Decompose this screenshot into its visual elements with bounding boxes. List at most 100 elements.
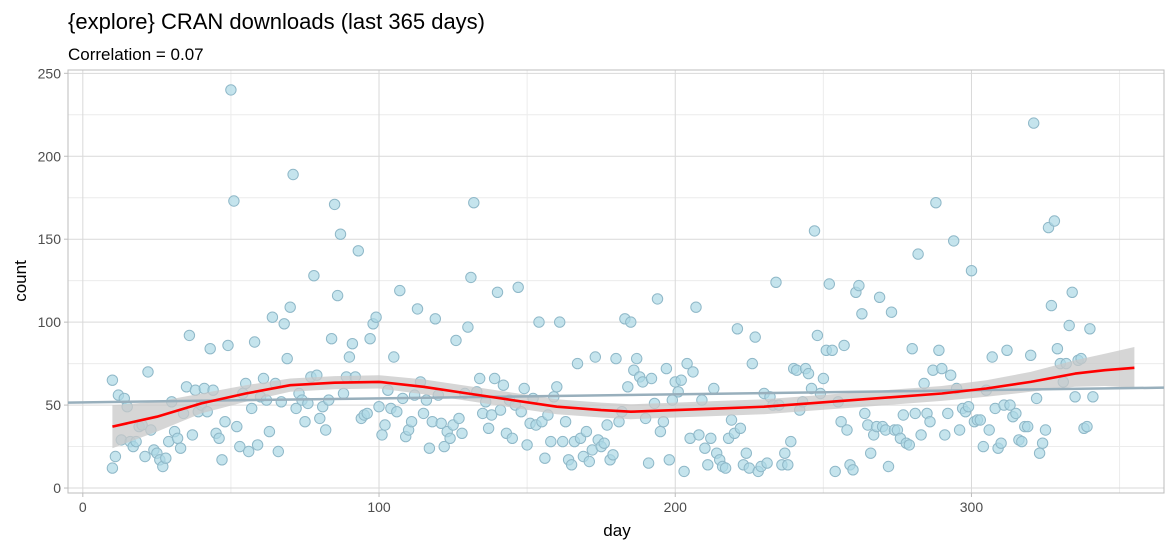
data-point (284, 301, 296, 313)
data-point (174, 442, 187, 454)
data-point (497, 379, 510, 391)
data-point (882, 460, 895, 473)
data-point (873, 291, 886, 303)
data-point (580, 425, 593, 438)
data-point (859, 407, 871, 420)
data-point (435, 417, 447, 429)
data-point (222, 339, 234, 352)
data-point (1087, 391, 1099, 403)
data-point (651, 293, 664, 305)
data-point (364, 333, 376, 345)
data-point (394, 284, 406, 297)
data-point (1036, 437, 1049, 449)
data-point (521, 439, 533, 451)
data-point (275, 396, 287, 408)
data-point (450, 334, 462, 347)
data-point (334, 228, 347, 240)
data-point (909, 407, 921, 420)
data-point (551, 381, 563, 393)
data-point (995, 437, 1007, 449)
data-point (817, 372, 830, 385)
data-point (625, 316, 637, 328)
data-point (642, 457, 655, 469)
data-point (228, 195, 240, 207)
data-point (494, 404, 507, 416)
data-point (246, 402, 258, 415)
data-point (1001, 344, 1013, 356)
data-point (829, 465, 841, 478)
data-point (388, 351, 400, 363)
data-point (746, 357, 758, 370)
data-point (708, 382, 720, 395)
data-point (263, 425, 276, 438)
data-point (219, 416, 231, 428)
data-point (468, 197, 480, 209)
data-point (314, 412, 326, 425)
data-point (1010, 407, 1022, 420)
data-point (933, 344, 945, 356)
chart-subtitle: Correlation = 0.07 (68, 45, 204, 64)
data-point (405, 416, 418, 428)
data-point (308, 270, 320, 282)
data-point (912, 248, 924, 260)
data-point (945, 369, 957, 381)
data-point (204, 343, 216, 355)
data-point (953, 424, 966, 436)
data-point (1063, 319, 1075, 332)
data-point (761, 457, 773, 469)
data-point (1045, 299, 1058, 312)
data-point (139, 450, 151, 463)
confidence-band (112, 347, 1135, 449)
data-point (719, 462, 732, 474)
y-tick-label: 150 (38, 231, 62, 247)
data-point (373, 401, 385, 413)
data-point (243, 445, 255, 458)
data-point (328, 198, 341, 211)
data-point (438, 440, 450, 453)
y-tick-label: 100 (38, 314, 62, 330)
data-point (897, 409, 909, 421)
data-point (654, 425, 667, 438)
data-point (645, 372, 658, 385)
data-point (444, 432, 456, 444)
data-point (948, 235, 960, 247)
data-point (740, 447, 752, 459)
data-point (779, 447, 791, 459)
data-point (1039, 424, 1052, 436)
data-point (453, 412, 465, 425)
data-point (965, 265, 978, 277)
data-point (491, 286, 504, 298)
data-point (391, 406, 403, 418)
data-point (1081, 420, 1093, 433)
data-point (325, 333, 338, 345)
data-point (983, 424, 995, 436)
y-tick-label: 0 (53, 480, 61, 496)
data-point (488, 372, 501, 385)
data-point (1016, 435, 1028, 448)
data-point (299, 416, 311, 428)
data-point (1051, 343, 1064, 355)
x-tick-label: 200 (664, 499, 688, 515)
data-point (826, 344, 838, 356)
data-point (962, 401, 975, 413)
data-point (936, 362, 948, 375)
data-point (456, 427, 468, 439)
data-point (847, 464, 859, 476)
data-point (545, 435, 557, 448)
data-point (782, 459, 794, 471)
data-point (1025, 349, 1037, 361)
data-point (370, 311, 382, 323)
data-point (1028, 117, 1040, 129)
data-point (699, 442, 711, 454)
data-point (930, 197, 942, 209)
data-point (160, 452, 172, 464)
data-point (281, 352, 293, 365)
panel-border (67, 69, 1165, 494)
data-point (725, 414, 738, 426)
data-point (1033, 447, 1046, 459)
data-point (533, 316, 545, 328)
data-point (942, 407, 954, 420)
data-point (835, 416, 847, 428)
data-point (109, 450, 122, 463)
